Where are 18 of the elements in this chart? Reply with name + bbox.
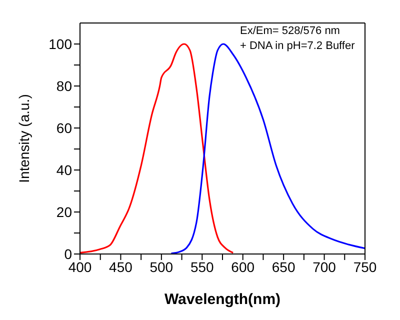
x-axis-title: Wavelength(nm): [164, 291, 281, 308]
line-series: [170, 43, 365, 254]
y-tick-label: 60: [56, 120, 72, 136]
annotation: + DNA in pH=7.2 Buffer: [240, 39, 355, 54]
y-axis-title: Intensity (a.u.): [16, 94, 32, 183]
x-tick-label: 450: [109, 258, 133, 275]
x-tick-label: 700: [312, 258, 336, 275]
y-tick-label: 40: [56, 162, 72, 178]
x-tick-label: 500: [150, 258, 174, 275]
line-series: [80, 43, 234, 254]
y-tick-label: 20: [56, 204, 72, 220]
x-tick-label: 600: [231, 258, 255, 275]
x-tick-label: 550: [190, 258, 214, 275]
x-tick-label: 750: [353, 258, 377, 275]
x-tick-label: 650: [272, 258, 296, 275]
y-tick-label: 100: [48, 36, 72, 52]
y-tick-label: 80: [56, 78, 72, 94]
annotation: Ex/Em= 528/576 nm: [240, 24, 341, 39]
